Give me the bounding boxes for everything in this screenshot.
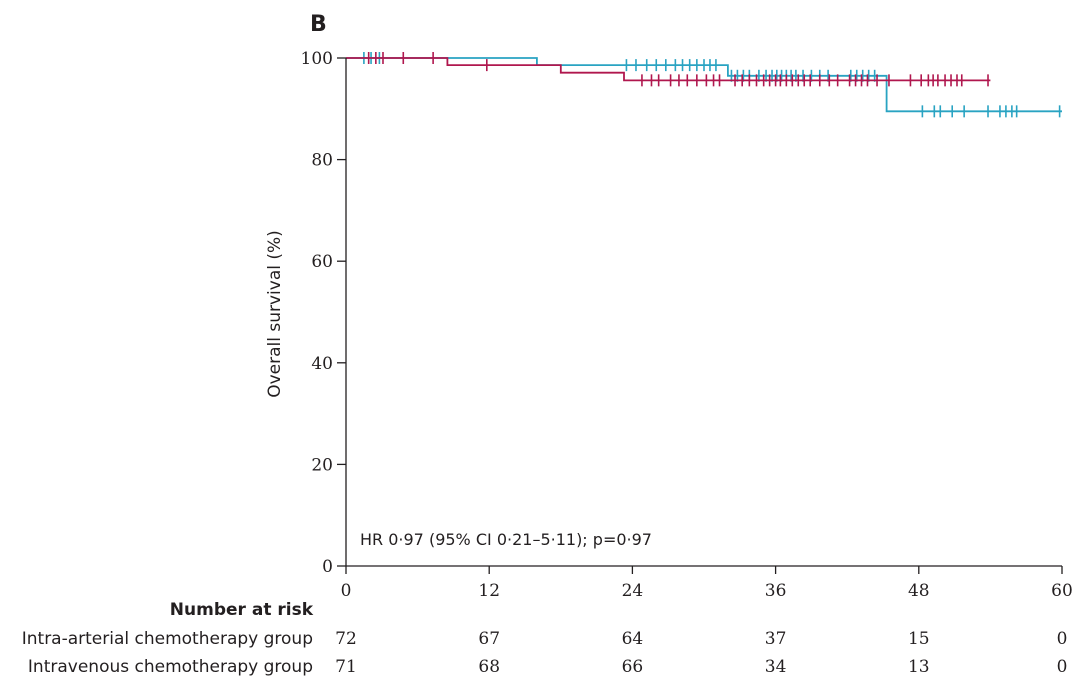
risk-cell: 72	[335, 629, 357, 649]
risk-cell: 15	[908, 629, 930, 649]
hazard-ratio-annotation: HR 0·97 (95% CI 0·21–5·11); p=0·97	[360, 530, 652, 549]
x-tick-label: 60	[1051, 581, 1073, 601]
x-tick-label: 0	[341, 581, 352, 601]
risk-cell: 67	[478, 629, 500, 649]
risk-row-label-intravenous: Intravenous chemotherapy group	[28, 657, 313, 677]
survival-curve-intravenous	[346, 57, 1062, 113]
y-tick-label: 0	[322, 557, 333, 577]
risk-cell: 34	[765, 657, 787, 677]
y-tick-label: 40	[311, 354, 333, 374]
risk-row-label-intra-arterial: Intra-arterial chemotherapy group	[22, 629, 313, 649]
y-tick-label: 60	[311, 252, 333, 272]
risk-cell: 0	[1057, 657, 1068, 677]
risk-table-title: Number at risk	[170, 600, 314, 620]
risk-cell: 68	[478, 657, 500, 677]
x-tick-label: 12	[478, 581, 500, 601]
survival-curve-intra-arterial	[346, 57, 991, 82]
risk-table-cells: 72 67 64 37 15 0 71 68 66 34 13 0	[335, 629, 1067, 677]
risk-cell: 71	[335, 657, 357, 677]
risk-cell: 37	[765, 629, 787, 649]
y-axis-ticks: 0 20 40 60 80 100	[301, 49, 346, 577]
risk-cell: 0	[1057, 629, 1068, 649]
x-tick-label: 24	[622, 581, 644, 601]
x-tick-label: 36	[765, 581, 787, 601]
risk-cell: 13	[908, 657, 930, 677]
x-tick-label: 48	[908, 581, 930, 601]
panel-label: B	[310, 12, 327, 37]
x-axis-ticks: 0 12 24 36 48 60	[341, 566, 1073, 601]
plot-area: 0 20 40 60 80 100 0 12 24 36 48 60 Overall surviva…	[265, 49, 1073, 601]
y-tick-label: 100	[301, 49, 333, 69]
risk-cell: 66	[622, 657, 644, 677]
risk-cell: 64	[622, 629, 644, 649]
y-tick-label: 20	[311, 455, 333, 475]
y-axis-label: Overall survival (%)	[265, 230, 285, 398]
y-tick-label: 80	[311, 151, 333, 171]
number-at-risk-table: Number at risk Intra-arterial chemothera…	[22, 600, 1068, 677]
survival-curves	[346, 52, 1062, 118]
